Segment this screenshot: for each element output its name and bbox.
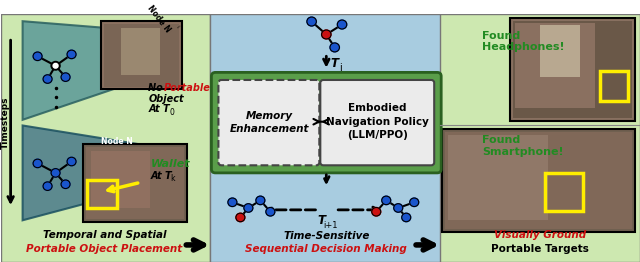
Circle shape [330, 43, 339, 52]
Circle shape [61, 73, 70, 81]
Circle shape [67, 50, 76, 59]
Circle shape [321, 30, 331, 39]
Text: Portable Object Placement: Portable Object Placement [26, 244, 182, 254]
Text: Node N: Node N [100, 138, 132, 146]
Text: Memory: Memory [246, 111, 293, 121]
Text: Node N: Node N [145, 4, 172, 35]
Circle shape [402, 213, 411, 222]
Bar [211, 14, 442, 262]
Bar [513, 21, 632, 118]
Text: 0: 0 [170, 108, 174, 117]
Circle shape [51, 169, 60, 177]
Circle shape [61, 180, 70, 189]
Circle shape [256, 196, 265, 205]
Text: Embodied: Embodied [348, 103, 406, 113]
Bar [100, 21, 182, 89]
Circle shape [372, 208, 381, 216]
Text: Found
Smartphone!: Found Smartphone! [482, 135, 564, 157]
Text: i: i [339, 63, 342, 73]
FancyBboxPatch shape [211, 72, 441, 173]
Bar [86, 179, 116, 208]
Text: Found
Headphones!: Found Headphones! [482, 31, 564, 52]
Text: Portable: Portable [163, 83, 211, 93]
Circle shape [33, 159, 42, 168]
Text: Temporal and Spatial: Temporal and Spatial [43, 230, 166, 240]
Text: i+1: i+1 [323, 221, 337, 230]
Text: At T: At T [148, 104, 170, 114]
Bar [600, 70, 628, 101]
Circle shape [43, 182, 52, 190]
Text: Portable Targets: Portable Targets [491, 244, 589, 254]
Polygon shape [22, 125, 141, 220]
Text: k: k [170, 174, 175, 183]
Bar [510, 18, 635, 121]
Circle shape [394, 204, 403, 212]
Circle shape [33, 52, 42, 61]
Text: i: i [175, 24, 179, 29]
Circle shape [337, 20, 347, 29]
Text: At T: At T [150, 171, 172, 181]
Circle shape [51, 62, 60, 70]
Bar [448, 135, 548, 220]
Circle shape [381, 196, 391, 205]
FancyBboxPatch shape [320, 80, 434, 165]
Text: Sequential Decision Making: Sequential Decision Making [245, 244, 407, 254]
Bar [442, 129, 635, 232]
Text: Visually Ground: Visually Ground [494, 230, 586, 240]
Bar [120, 28, 161, 75]
Circle shape [228, 198, 237, 206]
Circle shape [236, 213, 245, 222]
Bar [545, 173, 583, 211]
Text: (LLM/PPO): (LLM/PPO) [347, 130, 408, 140]
Bar [445, 132, 632, 229]
Bar [540, 25, 580, 77]
Text: Time-Sensitive: Time-Sensitive [283, 231, 369, 241]
Bar [104, 24, 179, 87]
Text: Wallet: Wallet [150, 159, 190, 169]
Circle shape [244, 204, 253, 212]
Text: k: k [129, 139, 132, 145]
Text: Object: Object [148, 94, 184, 104]
Text: Enhancement: Enhancement [230, 124, 309, 134]
Text: T: T [317, 214, 325, 227]
Bar [515, 23, 595, 108]
Circle shape [43, 75, 52, 83]
Circle shape [410, 198, 419, 206]
Bar [440, 14, 640, 262]
Bar [83, 144, 188, 222]
Text: T: T [330, 57, 339, 70]
Text: Navigation Policy: Navigation Policy [326, 117, 429, 127]
Polygon shape [22, 21, 141, 120]
Circle shape [67, 157, 76, 166]
Bar [86, 147, 184, 219]
Bar [1, 14, 211, 262]
Bar [90, 151, 150, 208]
Circle shape [307, 17, 316, 26]
Circle shape [266, 208, 275, 216]
Text: No: No [148, 83, 167, 93]
FancyBboxPatch shape [218, 80, 319, 165]
Circle shape [53, 63, 58, 68]
Text: Timesteps: Timesteps [1, 96, 10, 149]
